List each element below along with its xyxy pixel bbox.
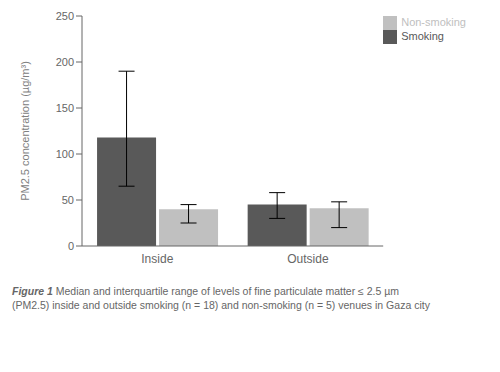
svg-text:100: 100	[56, 148, 74, 160]
svg-text:150: 150	[56, 102, 74, 114]
html-text:Figure 1 Median and interquart: Figure 1 Median and interquartile range …	[12, 285, 400, 297]
html-text:(PM2.5) inside and outside smo: (PM2.5) inside and outside smoking (n = …	[12, 299, 430, 311]
svg-text:50: 50	[62, 194, 74, 206]
svg-text:250: 250	[56, 10, 74, 22]
svg-text:Outside: Outside	[287, 252, 329, 266]
svg-text:0: 0	[68, 240, 74, 252]
html-text:Smoking: Smoking	[401, 30, 444, 43]
svg-text:PM2.5 concentration (µg/m³): PM2.5 concentration (µg/m³)	[19, 61, 31, 201]
html-text:Non-smoking: Non-smoking	[401, 16, 466, 28]
svg-text:Inside: Inside	[141, 252, 173, 266]
svg-text:200: 200	[56, 56, 74, 68]
